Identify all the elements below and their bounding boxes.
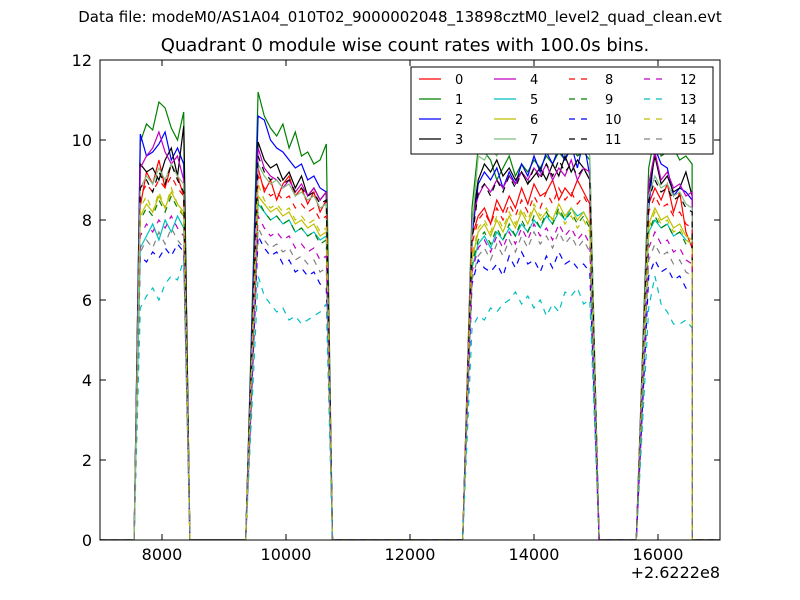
legend-label-11: 11 bbox=[605, 133, 622, 148]
y-tick-label: 2 bbox=[82, 451, 92, 470]
series-line-10 bbox=[100, 233, 720, 540]
legend-label-6: 6 bbox=[530, 113, 538, 128]
y-tick-label: 10 bbox=[72, 131, 92, 150]
x-offset-label: +2.6222e8 bbox=[631, 563, 720, 582]
legend-label-3: 3 bbox=[455, 133, 463, 148]
legend-label-0: 0 bbox=[455, 73, 463, 88]
legend-label-1: 1 bbox=[455, 93, 463, 108]
legend-label-8: 8 bbox=[605, 73, 613, 88]
y-tick-label: 0 bbox=[82, 531, 92, 550]
legend-label-12: 12 bbox=[680, 73, 697, 88]
y-tick-label: 6 bbox=[82, 291, 92, 310]
series-line-8 bbox=[100, 173, 720, 540]
y-tick-label: 12 bbox=[72, 51, 92, 70]
series-line-11 bbox=[100, 155, 720, 540]
legend-label-13: 13 bbox=[680, 93, 697, 108]
legend-label-10: 10 bbox=[605, 113, 622, 128]
legend-label-14: 14 bbox=[680, 113, 697, 128]
y-tick-label: 4 bbox=[82, 371, 92, 390]
data-file-title: Data file: modeM0/AS1A04_010T02_90000020… bbox=[78, 8, 722, 26]
legend-label-15: 15 bbox=[680, 133, 697, 148]
series-line-15 bbox=[100, 225, 720, 540]
x-tick-label: 10000 bbox=[261, 545, 312, 564]
legend-box bbox=[410, 66, 714, 155]
y-tick-label: 8 bbox=[82, 211, 92, 230]
legend-label-7: 7 bbox=[530, 133, 538, 148]
legend-label-5: 5 bbox=[530, 93, 538, 108]
legend-label-2: 2 bbox=[455, 113, 463, 128]
series-lines bbox=[100, 91, 720, 540]
legend-label-9: 9 bbox=[605, 93, 613, 108]
x-tick-label: 8000 bbox=[142, 545, 183, 564]
legend-label-4: 4 bbox=[530, 73, 538, 88]
x-tick-label: 12000 bbox=[385, 545, 436, 564]
x-tick-label: 14000 bbox=[509, 545, 560, 564]
x-tick-label: 16000 bbox=[633, 545, 684, 564]
chart-title: Quadrant 0 module wise count rates with … bbox=[160, 35, 650, 56]
series-line-14 bbox=[100, 183, 720, 540]
